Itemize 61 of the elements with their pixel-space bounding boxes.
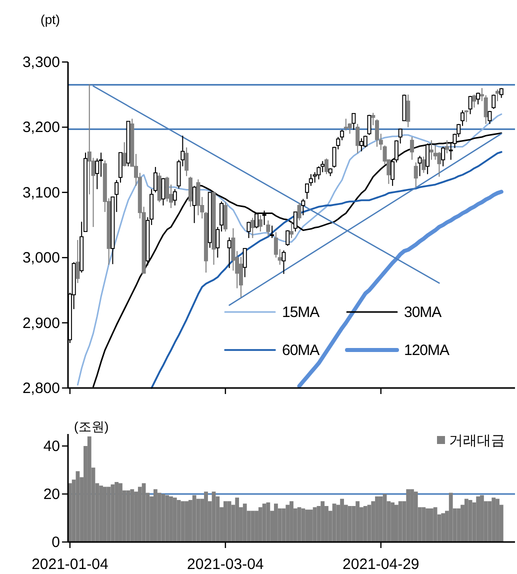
bar bbox=[441, 513, 446, 542]
bar bbox=[250, 510, 255, 542]
bar bbox=[378, 496, 383, 542]
bar bbox=[464, 498, 468, 542]
bar bbox=[235, 498, 240, 542]
bar bbox=[448, 492, 453, 542]
legend-label: 120MA bbox=[404, 342, 450, 359]
bar bbox=[414, 492, 418, 542]
y-tick-label: 2,800 bbox=[22, 380, 60, 397]
y-tick-label: 40 bbox=[43, 438, 60, 455]
x-tick-label: 2021-03-04 bbox=[187, 556, 264, 573]
line-series bbox=[150, 151, 502, 389]
bar bbox=[87, 436, 92, 542]
legend-label: 60MA bbox=[282, 342, 320, 359]
y-tick-label: 3,300 bbox=[22, 54, 60, 71]
bar bbox=[422, 507, 426, 542]
bar bbox=[456, 508, 461, 542]
bar bbox=[476, 496, 480, 542]
bar bbox=[172, 498, 177, 542]
bar bbox=[165, 495, 170, 542]
bar bbox=[258, 507, 262, 542]
bar bbox=[266, 502, 270, 542]
bar bbox=[102, 486, 107, 542]
legend-label: 거래대금 bbox=[449, 432, 505, 448]
bar bbox=[320, 501, 325, 542]
bar bbox=[301, 508, 306, 542]
y-axis-title: (조원) bbox=[74, 419, 109, 434]
bar bbox=[227, 501, 232, 542]
bar bbox=[242, 504, 247, 542]
bar bbox=[180, 501, 185, 542]
bar bbox=[142, 483, 146, 542]
y-tick-label: 3,100 bbox=[22, 184, 60, 202]
bar bbox=[76, 471, 80, 542]
bar bbox=[223, 501, 228, 542]
y-tick-label: 20 bbox=[43, 486, 60, 503]
bar bbox=[363, 506, 368, 542]
bar bbox=[192, 495, 196, 542]
bar bbox=[138, 486, 142, 542]
x-tick-label: 2021-04-29 bbox=[342, 556, 420, 573]
bar bbox=[308, 510, 313, 542]
x-tick-label: 2021-01-04 bbox=[32, 556, 108, 573]
y-tick-label: 2,900 bbox=[22, 314, 60, 332]
bar bbox=[433, 507, 438, 542]
y-axis-title: (pt) bbox=[40, 12, 60, 27]
bar bbox=[398, 501, 402, 542]
y-tick-label: 0 bbox=[52, 534, 60, 551]
bar bbox=[492, 498, 496, 542]
bar bbox=[390, 502, 395, 542]
bar bbox=[114, 482, 119, 542]
bar bbox=[312, 507, 317, 542]
bar bbox=[406, 489, 410, 542]
bar bbox=[106, 486, 111, 542]
y-tick-label: 3,200 bbox=[22, 119, 60, 136]
y-tick-label: 3,000 bbox=[22, 250, 60, 267]
legend-label: 30MA bbox=[404, 304, 442, 321]
bar bbox=[356, 501, 360, 542]
bar bbox=[429, 508, 434, 542]
bar bbox=[286, 504, 290, 542]
bar bbox=[130, 489, 134, 542]
bar bbox=[157, 492, 162, 542]
legend-label: 15MA bbox=[282, 304, 320, 321]
